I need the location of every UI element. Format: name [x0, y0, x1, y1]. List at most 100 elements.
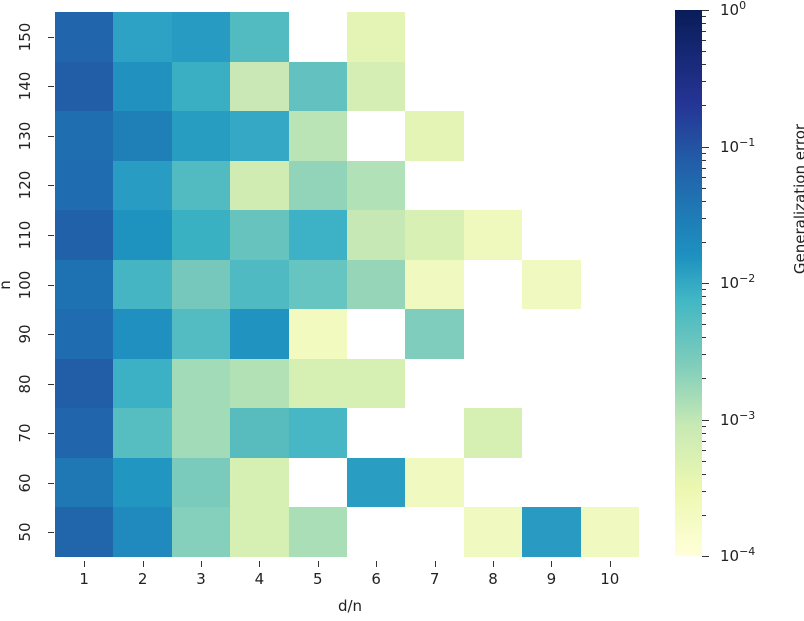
heatmap-cell — [581, 359, 639, 409]
heatmap-cell — [230, 61, 289, 112]
heatmap-cell — [581, 111, 639, 161]
y-tick-label: 120 — [16, 171, 34, 200]
heatmap-cell — [55, 309, 114, 359]
colorbar-minor-tick — [702, 176, 706, 178]
heatmap-cell — [288, 358, 347, 409]
x-tick-mark — [551, 561, 553, 567]
colorbar-title: Generalization error — [791, 123, 804, 275]
heatmap-cell — [522, 161, 580, 211]
heatmap-cell — [522, 507, 581, 557]
colorbar-minor-tick — [702, 440, 706, 442]
x-tick-mark — [142, 561, 144, 567]
y-tick-mark — [48, 135, 54, 137]
y-tick-mark — [48, 36, 54, 38]
heatmap-cell — [405, 111, 464, 161]
heatmap-cell — [580, 507, 639, 557]
x-tick-mark — [201, 561, 202, 567]
heatmap-cell — [581, 408, 639, 458]
x-tick-mark — [434, 561, 436, 567]
x-tick-label: 9 — [546, 570, 557, 588]
heatmap-cell — [347, 61, 406, 112]
heatmap-cell — [230, 210, 289, 260]
y-tick-mark — [48, 532, 54, 534]
heatmap-cell — [581, 458, 639, 508]
heatmap-cell — [288, 408, 347, 458]
heatmap-cell — [171, 309, 231, 359]
heatmap-cell — [230, 408, 289, 458]
y-tick-label: 60 — [16, 473, 34, 493]
y-tick-label: 110 — [16, 220, 34, 250]
heatmap-cell — [464, 458, 522, 508]
colorbar-major-tick — [702, 556, 709, 557]
colorbar-minor-tick — [702, 167, 706, 169]
heatmap-cell — [289, 12, 347, 62]
colorbar-minor-tick — [702, 473, 706, 475]
heatmap-cell — [171, 457, 231, 508]
heatmap-cell — [171, 408, 231, 458]
heatmap-cell — [405, 507, 463, 557]
heatmap-cell — [405, 12, 463, 62]
heatmap-cell — [113, 12, 172, 62]
heatmap-cell — [113, 457, 172, 508]
heatmap-cell — [113, 309, 172, 359]
heatmap-cell — [522, 458, 580, 508]
heatmap-cell — [405, 309, 464, 359]
y-tick-label: 150 — [16, 22, 34, 52]
heatmap-cell — [55, 160, 114, 211]
colorbar-major-tick — [702, 283, 709, 284]
heatmap-cell — [288, 61, 347, 112]
heatmap-cell — [288, 507, 347, 557]
colorbar-minor-tick — [702, 460, 706, 462]
heatmap-cell — [55, 507, 114, 557]
colorbar-minor-tick — [702, 23, 706, 25]
colorbar-tick-label: 10−3 — [720, 408, 756, 429]
heatmap-cell — [171, 259, 231, 310]
heatmap-cell — [171, 507, 231, 557]
heatmap-cell — [55, 111, 114, 161]
heatmap-cell — [405, 457, 464, 508]
colorbar — [675, 10, 702, 556]
heatmap-cell — [171, 210, 231, 260]
heatmap-cell — [522, 12, 580, 62]
y-tick-label: 130 — [16, 121, 34, 151]
heatmap-grid — [55, 12, 639, 557]
heatmap-cell — [230, 111, 289, 161]
heatmap-cell — [55, 457, 114, 508]
y-tick-mark — [48, 482, 54, 484]
y-tick-mark — [48, 334, 54, 336]
heatmap-cell — [288, 259, 347, 310]
x-tick-label: 4 — [254, 570, 265, 588]
colorbar-minor-tick — [702, 187, 706, 189]
heatmap-cell — [230, 12, 289, 62]
y-tick-mark — [48, 433, 54, 435]
heatmap-cell — [289, 458, 347, 508]
y-tick-label: 80 — [16, 374, 34, 394]
heatmap-cell — [522, 359, 580, 409]
colorbar-minor-tick — [702, 296, 706, 298]
x-tick-mark — [84, 561, 86, 567]
heatmap-cell — [522, 259, 581, 310]
y-tick-label: 50 — [16, 522, 34, 542]
heatmap-cell — [55, 12, 114, 62]
heatmap-cell — [288, 309, 347, 359]
heatmap-cell — [55, 408, 114, 458]
colorbar-minor-tick — [702, 289, 706, 291]
y-tick-mark — [48, 234, 54, 236]
heatmap-cell — [113, 358, 172, 409]
heatmap-cell — [522, 62, 580, 112]
heatmap-cell — [230, 457, 289, 508]
x-tick-mark — [493, 561, 494, 567]
colorbar-tick-label: 10−1 — [720, 135, 756, 156]
heatmap-cell — [347, 259, 406, 310]
colorbar-minor-tick — [702, 159, 706, 161]
heatmap-cell — [230, 160, 289, 211]
y-tick-label: 90 — [16, 324, 34, 344]
heatmap-cell — [581, 12, 639, 62]
heatmap-cell — [230, 507, 289, 557]
heatmap-cell — [347, 358, 406, 409]
colorbar-minor-tick — [702, 241, 706, 243]
heatmap-cell — [405, 408, 463, 458]
x-tick-mark — [609, 561, 611, 567]
heatmap-cell — [463, 507, 523, 557]
colorbar-major-tick — [702, 419, 709, 421]
